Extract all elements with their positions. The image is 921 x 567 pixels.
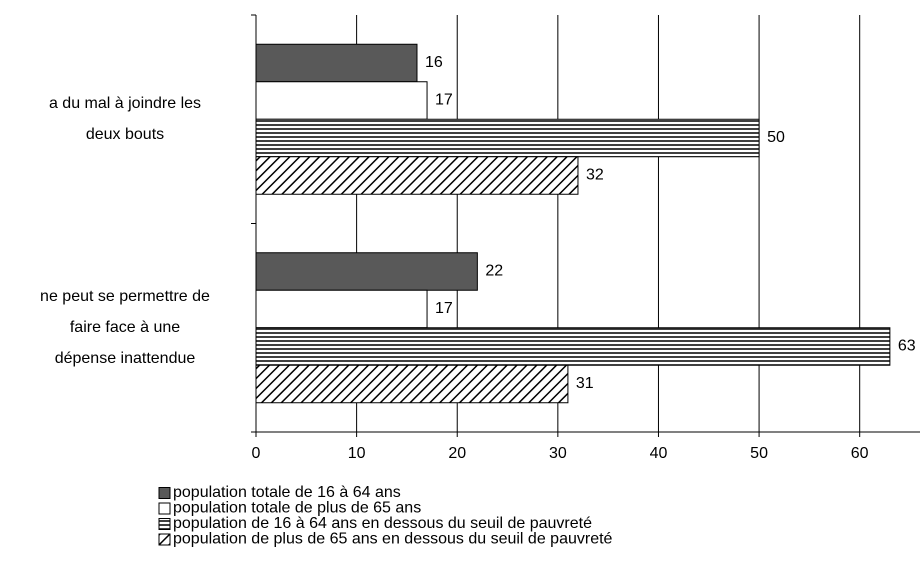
x-tick-label: 0 [252,445,261,462]
x-tick-label: 20 [448,445,466,462]
value-label: 32 [586,167,604,184]
category-label: faire face à une [70,319,180,336]
bar [255,43,418,83]
value-label: 17 [435,300,453,317]
x-tick-label: 30 [549,445,567,462]
value-label: 63 [898,338,916,355]
value-label: 16 [425,54,443,71]
bar [255,252,478,291]
x-tick-label: 40 [650,445,668,462]
value-label: 50 [767,129,785,146]
legend-swatch [158,518,171,530]
legend-label: population de plus de 65 ans en dessous … [173,531,613,548]
bar [255,156,579,195]
bar [255,289,428,329]
value-label: 17 [435,92,453,109]
bar [255,81,428,120]
legend-swatch [158,487,171,499]
legend-swatch [158,502,171,515]
category-label: ne peut se permettre de [40,288,210,305]
x-tick-label: 50 [750,445,768,462]
legend-swatch [158,533,171,546]
legend-label: population de 16 à 64 ans en dessous du … [173,515,592,532]
legend-label: population totale de 16 à 64 ans [173,484,401,501]
value-label: 22 [485,263,503,280]
category-label: a du mal à joindre les [49,95,201,112]
x-tick-label: 60 [851,445,869,462]
bar [255,327,891,366]
bar [255,364,569,404]
category-label: dépense inattendue [55,350,196,367]
value-label: 31 [576,375,594,392]
bar [255,118,760,158]
legend-label: population totale de plus de 65 ans [173,500,421,517]
x-tick-label: 10 [348,445,366,462]
category-label: deux bouts [86,126,164,143]
